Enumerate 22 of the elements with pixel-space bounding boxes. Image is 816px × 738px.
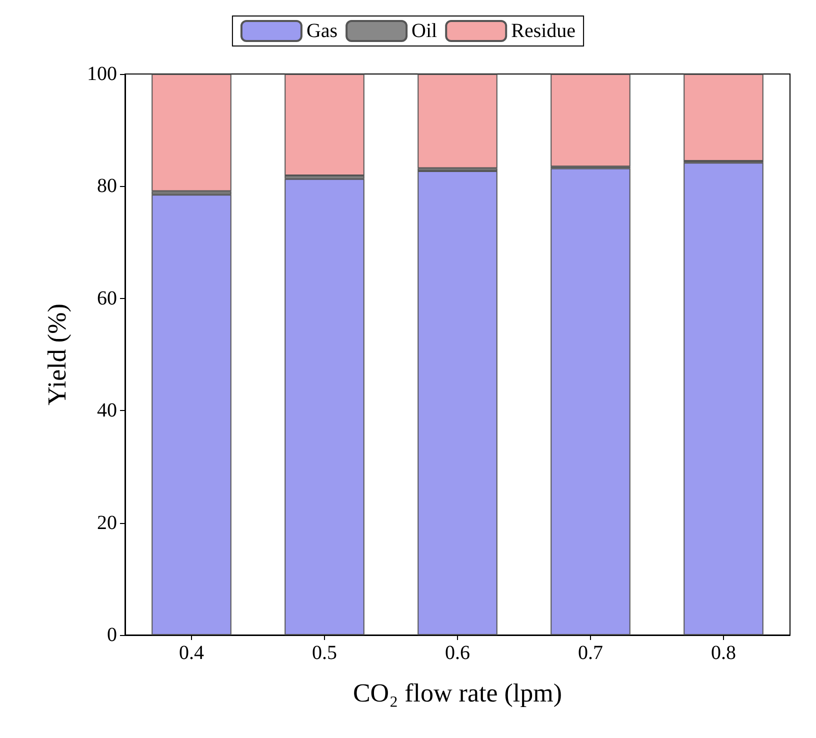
y-tick-label: 20 xyxy=(97,512,117,534)
legend-label: Residue xyxy=(511,20,576,42)
y-tick-label: 60 xyxy=(97,287,117,310)
bar xyxy=(418,74,498,168)
y-tick-label: 0 xyxy=(107,624,117,646)
legend-label: Gas xyxy=(306,20,338,42)
y-tick-label: 40 xyxy=(97,400,117,422)
x-tick-label: 0.6 xyxy=(445,642,470,664)
bar xyxy=(152,74,232,192)
x-tick-label: 0.7 xyxy=(578,642,603,664)
bar xyxy=(152,194,232,635)
y-tick-label: 80 xyxy=(97,175,117,198)
x-axis-title: CO₂ flow rate (lpm) xyxy=(352,678,562,708)
legend-label: Oil xyxy=(412,20,438,42)
y-tick-label: 100 xyxy=(87,63,117,85)
bar xyxy=(284,178,364,635)
x-tick-label: 0.5 xyxy=(312,642,337,664)
bar xyxy=(284,74,364,176)
y-axis-title: Yield (%) xyxy=(42,304,72,406)
bar xyxy=(418,171,498,635)
x-tick-label: 0.4 xyxy=(179,642,204,664)
x-tick-label: 0.8 xyxy=(711,642,736,664)
